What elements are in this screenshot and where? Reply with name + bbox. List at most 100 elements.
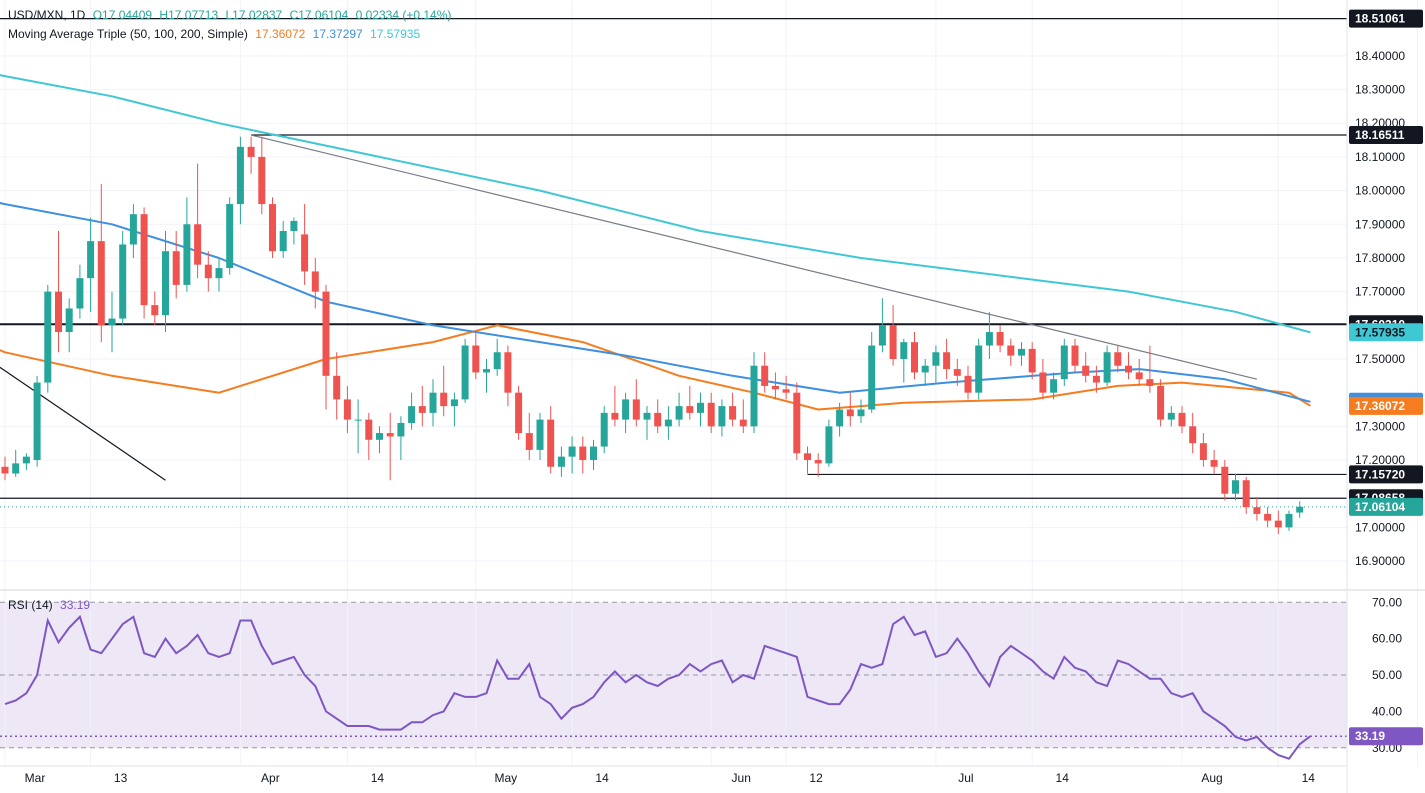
- candle[interactable]: [889, 305, 897, 366]
- candle[interactable]: [579, 436, 587, 474]
- candle[interactable]: [568, 436, 576, 474]
- candle[interactable]: [33, 375, 41, 467]
- candle[interactable]: [269, 197, 276, 258]
- candle[interactable]: [493, 338, 501, 376]
- candle[interactable]: [290, 217, 298, 245]
- candle[interactable]: [1071, 338, 1079, 373]
- candle[interactable]: [87, 217, 95, 312]
- candle[interactable]: [236, 136, 244, 225]
- candle[interactable]: [697, 392, 704, 427]
- candle[interactable]: [943, 338, 951, 380]
- candle[interactable]: [65, 298, 73, 353]
- candle[interactable]: [1210, 449, 1218, 474]
- candle[interactable]: [1178, 406, 1186, 434]
- candle[interactable]: [996, 325, 1004, 353]
- candle[interactable]: [204, 251, 212, 292]
- candle[interactable]: [1296, 501, 1304, 518]
- candle[interactable]: [397, 416, 405, 461]
- candle[interactable]: [1221, 460, 1229, 501]
- candle[interactable]: [483, 358, 490, 393]
- candle[interactable]: [1264, 507, 1272, 528]
- candle[interactable]: [1, 456, 9, 481]
- candle[interactable]: [654, 399, 662, 434]
- candle[interactable]: [97, 183, 105, 343]
- ma-title[interactable]: Moving Average Triple (50, 100, 200, Sim…: [8, 27, 248, 41]
- candle[interactable]: [1050, 372, 1058, 400]
- candle[interactable]: [162, 231, 169, 333]
- candle[interactable]: [643, 406, 651, 440]
- candle[interactable]: [718, 399, 726, 437]
- candle[interactable]: [119, 231, 127, 326]
- candle[interactable]: [1146, 345, 1154, 393]
- candle[interactable]: [183, 197, 191, 292]
- candle[interactable]: [804, 446, 811, 474]
- candle[interactable]: [408, 392, 416, 430]
- candle[interactable]: [868, 332, 876, 413]
- candle[interactable]: [547, 406, 555, 474]
- candle[interactable]: [921, 358, 929, 386]
- candle[interactable]: [1135, 358, 1143, 386]
- candle[interactable]: [953, 358, 961, 386]
- candle[interactable]: [675, 392, 683, 427]
- candle[interactable]: [911, 332, 918, 380]
- candle[interactable]: [247, 136, 255, 174]
- candle[interactable]: [1285, 510, 1293, 531]
- candle[interactable]: [301, 204, 309, 285]
- candle[interactable]: [418, 385, 426, 427]
- candle[interactable]: [836, 402, 844, 437]
- candle[interactable]: [76, 264, 84, 319]
- candle[interactable]: [386, 412, 394, 481]
- candle[interactable]: [1114, 345, 1122, 373]
- candle[interactable]: [782, 375, 790, 400]
- candle[interactable]: [1007, 338, 1015, 366]
- candle[interactable]: [771, 372, 779, 400]
- candle[interactable]: [729, 392, 737, 427]
- candle[interactable]: [878, 298, 886, 353]
- candle[interactable]: [365, 412, 373, 461]
- candle[interactable]: [1199, 433, 1207, 467]
- candle[interactable]: [194, 163, 202, 279]
- candle[interactable]: [1103, 345, 1111, 386]
- candle[interactable]: [55, 231, 62, 353]
- candle[interactable]: [1028, 342, 1036, 380]
- candle[interactable]: [1125, 352, 1132, 380]
- candle[interactable]: [664, 406, 672, 440]
- candle[interactable]: [215, 257, 223, 292]
- candle[interactable]: [172, 231, 180, 299]
- candle[interactable]: [557, 446, 565, 477]
- symbol-label[interactable]: USD/MXN, 1D: [8, 8, 86, 22]
- candle[interactable]: [1018, 342, 1025, 366]
- candle[interactable]: [343, 385, 351, 434]
- candle[interactable]: [622, 392, 630, 434]
- candle[interactable]: [1232, 473, 1239, 501]
- candle[interactable]: [739, 399, 747, 434]
- candle[interactable]: [450, 392, 458, 427]
- candle[interactable]: [846, 392, 854, 427]
- rsi-title[interactable]: RSI (14): [8, 598, 53, 612]
- candle[interactable]: [258, 136, 266, 215]
- candle[interactable]: [226, 197, 234, 275]
- candle[interactable]: [279, 220, 287, 258]
- candle[interactable]: [1082, 352, 1090, 383]
- candle[interactable]: [12, 449, 20, 477]
- candle[interactable]: [632, 379, 640, 427]
- candle[interactable]: [322, 284, 330, 410]
- candle[interactable]: [707, 392, 715, 434]
- candle[interactable]: [611, 385, 619, 427]
- candle[interactable]: [536, 412, 544, 461]
- candle[interactable]: [22, 453, 30, 471]
- candle[interactable]: [964, 365, 972, 400]
- candle[interactable]: [793, 382, 801, 461]
- candle[interactable]: [472, 332, 480, 380]
- candle[interactable]: [461, 338, 469, 403]
- candle[interactable]: [1274, 510, 1282, 535]
- candle[interactable]: [108, 291, 116, 353]
- candle[interactable]: [504, 345, 512, 407]
- candle[interactable]: [354, 399, 362, 454]
- candle[interactable]: [985, 311, 993, 359]
- candle[interactable]: [932, 345, 940, 383]
- candle[interactable]: [311, 257, 319, 309]
- trend-line[interactable]: [250, 134, 1258, 380]
- candle[interactable]: [1092, 365, 1100, 393]
- candle[interactable]: [1242, 476, 1250, 514]
